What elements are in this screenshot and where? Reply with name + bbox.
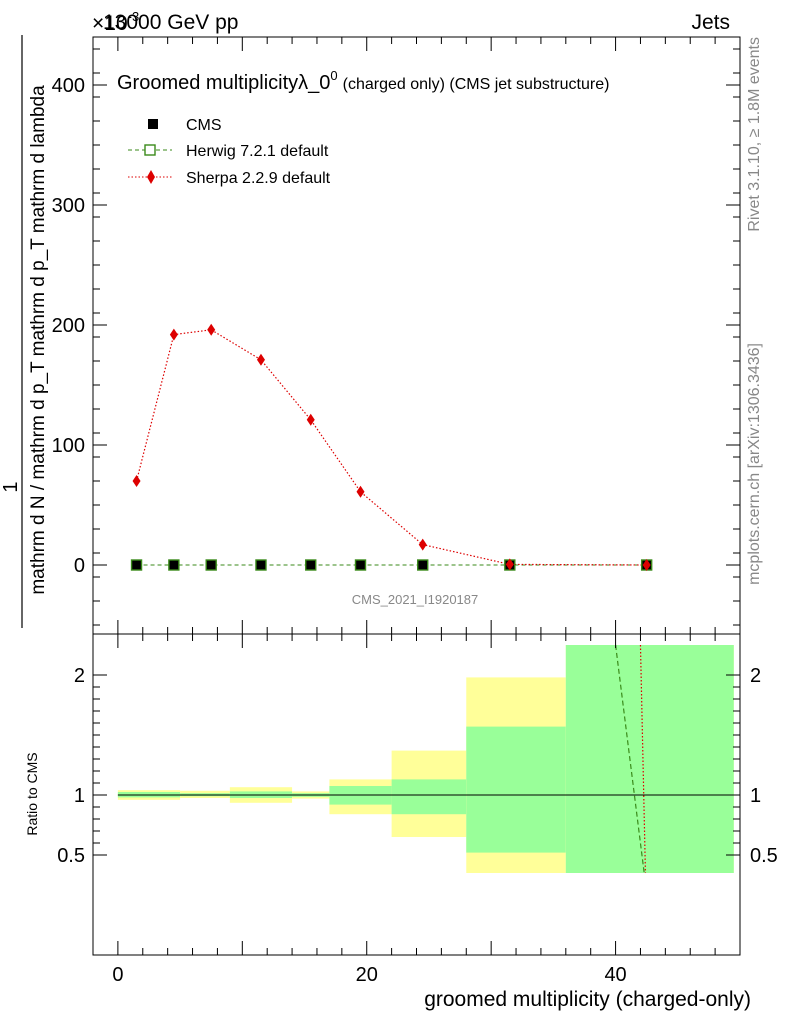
- cms-point: [255, 560, 266, 570]
- ratio-xtick-label: 40: [604, 964, 626, 986]
- herwig-point: [168, 559, 180, 571]
- main-y-axis: 0 100 200 300 400: [52, 48, 740, 626]
- sherpa-point: [169, 328, 178, 341]
- ratio-bands: [117, 645, 740, 873]
- main-ytick-label: 400: [52, 75, 85, 97]
- analysis-watermark: CMS_2021_I1920187: [352, 592, 479, 607]
- ratio-xtick-label: 0: [112, 964, 123, 986]
- ratio-ytick-label: 0.5: [57, 845, 85, 867]
- legend-cms-label: CMS: [186, 117, 222, 134]
- ratio-ytick-label-right: 2: [750, 665, 761, 687]
- energy-label: 13000 GeV pp: [103, 11, 238, 34]
- herwig-point: [205, 559, 217, 571]
- plot-title: Groomed multiplicityλ_00(charged only) (…: [117, 68, 609, 94]
- herwig-point: [130, 559, 143, 571]
- ratio-ytick-label: 2: [74, 665, 85, 687]
- ratio-band-green: [565, 645, 734, 873]
- sherpa-point: [306, 413, 315, 426]
- legend: CMS Herwig 7.2.1 default Sherpa 2.2.9 de…: [128, 117, 331, 187]
- legend-cms-marker: [148, 119, 158, 129]
- ratio-x-axis: 0 20 40: [112, 634, 716, 986]
- exponent-label: ×10-3: [92, 9, 139, 35]
- main-ytick-label: 0: [74, 555, 85, 577]
- x-axis-label: groomed multiplicity (charged-only): [424, 988, 751, 1011]
- ratio-ytick-label-right: 1: [750, 785, 761, 807]
- main-ytick-label: 100: [52, 435, 85, 457]
- sherpa-point: [132, 475, 141, 487]
- herwig-point: [305, 559, 317, 571]
- herwig-point: [255, 559, 267, 571]
- ratio-band-green: [391, 779, 467, 815]
- sherpa-point: [207, 323, 216, 336]
- cms-point: [168, 560, 179, 570]
- sherpa-point: [256, 353, 265, 366]
- main-series-group: [130, 323, 653, 571]
- ylabel-numerator: 1: [0, 481, 22, 492]
- sherpa-line: [135, 329, 647, 566]
- main-ytick-label: 300: [52, 195, 85, 217]
- ratio-line: [639, 644, 647, 874]
- cms-point: [131, 560, 142, 570]
- mcplots-label: mcplots.cern.ch [arXiv:1306.3436]: [746, 343, 763, 585]
- sherpa-point: [642, 559, 651, 571]
- herwig-point: [354, 559, 367, 571]
- cms-point: [305, 560, 316, 570]
- sherpa-point: [356, 485, 365, 498]
- cms-point: [417, 560, 428, 570]
- ratio-xtick-label: 20: [356, 964, 378, 986]
- ratio-ylabel: Ratio to CMS: [24, 752, 40, 835]
- ratio-lines: [614, 644, 647, 874]
- jets-label: Jets: [691, 11, 730, 34]
- cms-point: [355, 560, 366, 570]
- legend-sherpa-marker: [147, 170, 155, 184]
- rivet-version-label: Rivet 3.1.10, ≥ 1.8M events: [746, 37, 763, 232]
- cms-point: [206, 560, 217, 570]
- main-ylabel: 1 mathrm d N / mathrm d p_T mathrm d p_T…: [0, 35, 49, 628]
- ratio-ytick-label: 1: [74, 785, 85, 807]
- legend-sherpa-label: Sherpa 2.2.9 default: [186, 170, 331, 187]
- ylabel-denominator: mathrm d N / mathrm d p_T mathrm d p_T m…: [28, 85, 49, 595]
- main-x-axis-ticks: [117, 37, 716, 634]
- ratio-ytick-label-right: 0.5: [750, 845, 778, 867]
- ratio-y-axis: 0.5 0.5 1 1 2 2: [57, 665, 778, 867]
- legend-herwig-marker: [144, 144, 156, 156]
- ratio-band-green: [466, 726, 566, 853]
- herwig-point: [417, 559, 429, 571]
- legend-herwig-label: Herwig 7.2.1 default: [186, 143, 329, 160]
- sherpa-point: [418, 538, 427, 551]
- ratio-line: [614, 644, 645, 874]
- main-ytick-label: 200: [52, 315, 85, 337]
- sherpa-point: [505, 558, 514, 571]
